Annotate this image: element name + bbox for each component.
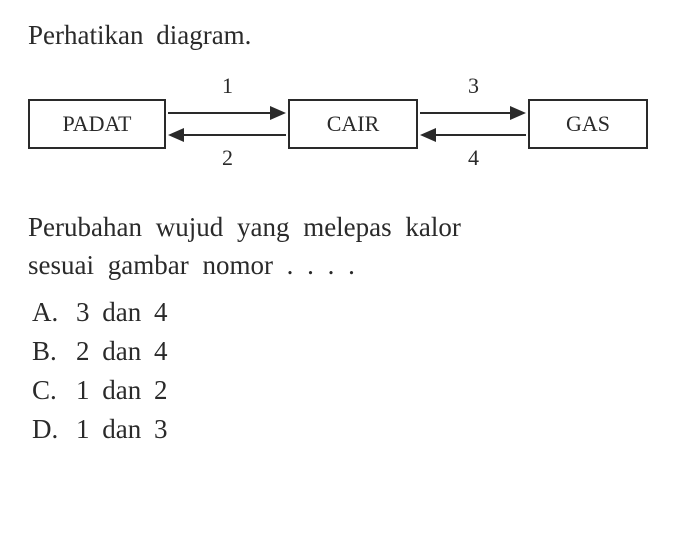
option-a-text: 3 dan 4 bbox=[76, 293, 167, 332]
option-d-text: 1 dan 3 bbox=[76, 410, 167, 449]
option-d: D. 1 dan 3 bbox=[32, 410, 657, 449]
box-cair: CAIR bbox=[288, 99, 418, 149]
option-b: B. 2 dan 4 bbox=[32, 332, 657, 371]
box-gas: GAS bbox=[528, 99, 648, 149]
box-padat: PADAT bbox=[28, 99, 166, 149]
arrows-padat-cair: 1 2 bbox=[166, 99, 288, 149]
arrow-label-2: 2 bbox=[222, 145, 233, 171]
option-d-letter: D. bbox=[32, 410, 76, 449]
arrow-label-4: 4 bbox=[468, 145, 479, 171]
arrow-label-1: 1 bbox=[222, 73, 233, 99]
option-a: A. 3 dan 4 bbox=[32, 293, 657, 332]
option-a-letter: A. bbox=[32, 293, 76, 332]
question-text: Perubahan wujud yang melepas kalor sesua… bbox=[28, 209, 657, 285]
box-cair-label: CAIR bbox=[327, 111, 380, 137]
option-b-letter: B. bbox=[32, 332, 76, 371]
box-gas-label: GAS bbox=[566, 111, 610, 137]
option-c-letter: C. bbox=[32, 371, 76, 410]
question-line-2: sesuai gambar nomor . . . . bbox=[28, 247, 657, 285]
arrow-svg-right bbox=[418, 99, 528, 149]
option-c-text: 1 dan 2 bbox=[76, 371, 167, 410]
arrow-label-3: 3 bbox=[468, 73, 479, 99]
option-c: C. 1 dan 2 bbox=[32, 371, 657, 410]
arrows-cair-gas: 3 4 bbox=[418, 99, 528, 149]
option-b-text: 2 dan 4 bbox=[76, 332, 167, 371]
intro-text: Perhatikan diagram. bbox=[28, 20, 657, 51]
state-diagram: PADAT 1 2 CAIR 3 4 GAS bbox=[28, 69, 657, 189]
question-line-1: Perubahan wujud yang melepas kalor bbox=[28, 209, 657, 247]
answer-options: A. 3 dan 4 B. 2 dan 4 C. 1 dan 2 D. 1 da… bbox=[32, 293, 657, 450]
arrow-svg-left bbox=[166, 99, 288, 149]
box-padat-label: PADAT bbox=[63, 111, 132, 137]
